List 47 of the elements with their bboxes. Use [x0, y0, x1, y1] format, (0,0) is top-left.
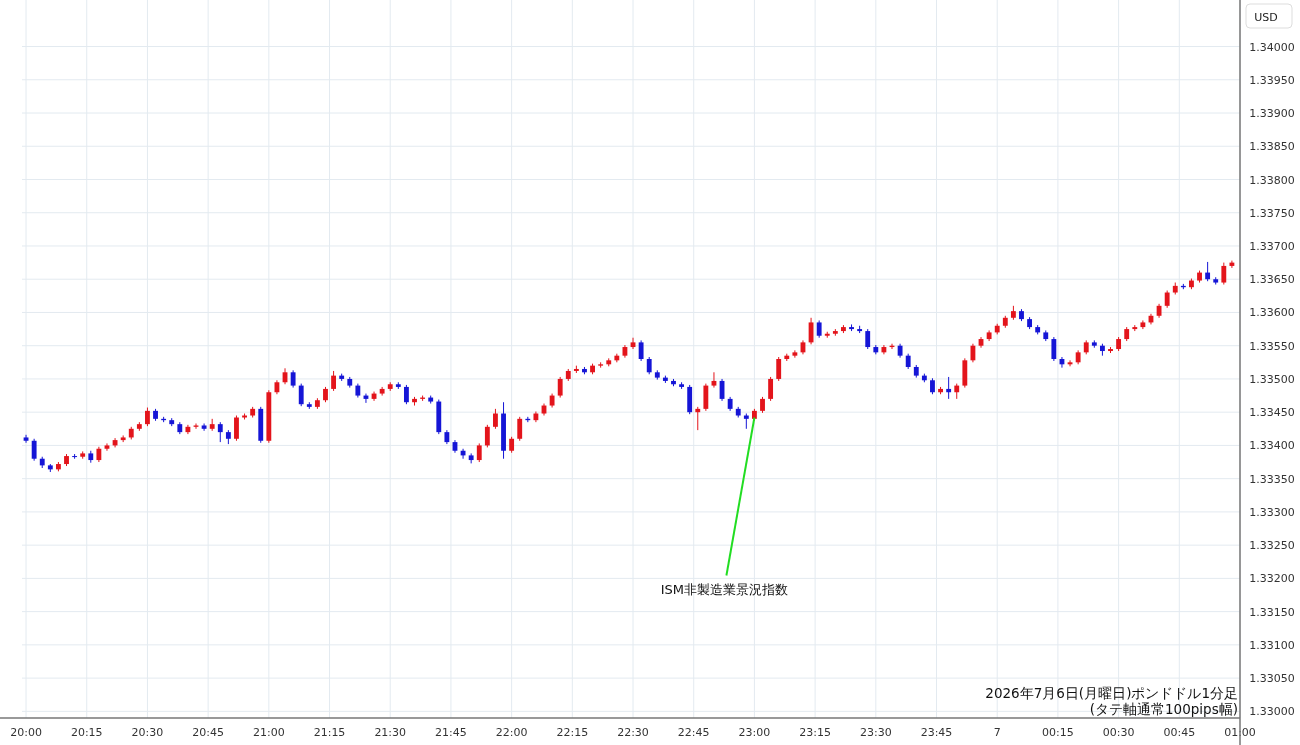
x-tick-label: 23:45 — [920, 726, 953, 739]
y-tick-label: 1.33050 — [1249, 672, 1295, 686]
y-tick-label: 1.33550 — [1249, 339, 1295, 353]
y-tick-label: 1.33300 — [1249, 505, 1295, 519]
y-tick-label: 1.33800 — [1249, 173, 1295, 187]
y-tick-label: 1.33350 — [1249, 472, 1295, 486]
y-tick-label: 1.33000 — [1249, 705, 1295, 719]
x-tick-label: 22:45 — [677, 726, 710, 739]
y-tick-label: 1.33250 — [1249, 539, 1295, 553]
x-tick-label: 20:45 — [192, 726, 224, 739]
y-tick-label: 1.33500 — [1249, 372, 1295, 386]
y-tick-label: 1.33850 — [1249, 140, 1295, 154]
y-tick-label: 1.33700 — [1249, 239, 1295, 253]
annotation: (タテ軸通常100pips幅) — [1089, 701, 1238, 717]
y-axis-title: USD — [1254, 11, 1278, 24]
x-tick-label: 00:45 — [1163, 726, 1196, 739]
y-tick-label: 1.33750 — [1249, 206, 1295, 220]
x-tick-label: 21:30 — [374, 726, 407, 739]
y-tick-label: 1.33450 — [1249, 406, 1295, 420]
x-tick-label: 22:15 — [556, 726, 589, 739]
y-tick-label: 1.33900 — [1249, 107, 1295, 121]
y-tick-label: 1.33950 — [1249, 73, 1295, 87]
x-tick-label: 21:00 — [252, 726, 285, 739]
x-tick-label: 20:15 — [70, 726, 103, 739]
x-tick-label: 7 — [993, 726, 1001, 739]
y-tick-label: 1.33100 — [1249, 638, 1295, 652]
x-tick-label: 21:45 — [435, 726, 467, 739]
x-tick-label: 00:15 — [1042, 726, 1074, 739]
x-tick-label: 20:30 — [131, 726, 164, 739]
x-tick-label: 00:30 — [1102, 726, 1135, 739]
y-tick-label: 1.33650 — [1249, 273, 1295, 287]
y-tick-label: 1.33200 — [1249, 572, 1295, 586]
y-tick-label: 1.33600 — [1249, 306, 1295, 320]
annotation: ISM非製造業景況指数 — [660, 416, 789, 597]
annotation: ISM非製造業景況指数 — [660, 581, 789, 597]
y-tick-label: 1.34000 — [1249, 40, 1295, 54]
x-tick-label: 23:30 — [859, 726, 892, 739]
x-tick-label: 20:00 — [10, 726, 42, 739]
x-tick-label: 22:00 — [495, 726, 528, 739]
x-tick-label: 23:00 — [738, 726, 771, 739]
x-tick-label: 22:30 — [617, 726, 649, 739]
x-tick-label: 23:15 — [799, 726, 831, 739]
x-tick-label: 01:00 — [1224, 726, 1256, 739]
annotation: 2026年7月6日(月曜日)ポンドドル1分足 — [985, 685, 1238, 701]
y-tick-label: 1.33400 — [1249, 439, 1295, 453]
y-tick-label: 1.33150 — [1249, 605, 1295, 619]
x-tick-label: 21:15 — [313, 726, 346, 739]
